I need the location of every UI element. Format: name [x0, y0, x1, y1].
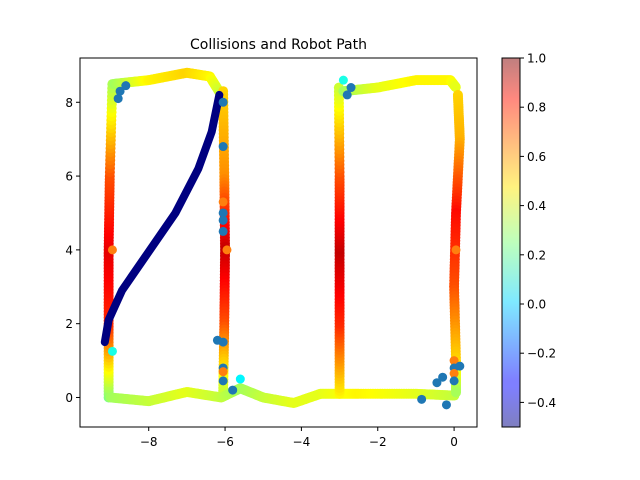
collision-point	[417, 394, 427, 404]
collision-point	[451, 245, 461, 255]
collision-point	[222, 245, 232, 255]
colorbar-tick-label: 0.8	[527, 101, 546, 115]
colorbar-tick-label: −0.4	[527, 396, 556, 410]
collision-point	[121, 81, 131, 91]
collision-point	[338, 75, 348, 85]
path-marker	[451, 387, 461, 398]
collision-point	[449, 356, 459, 366]
collision-point	[115, 86, 125, 96]
colorbar	[501, 57, 521, 428]
colorbar-tick-label: 0.0	[527, 298, 546, 312]
collision-point	[228, 385, 238, 395]
collision-point	[218, 226, 228, 236]
y-tick-label: 8	[65, 96, 73, 110]
x-tick-label: −8	[140, 435, 158, 449]
collision-point	[218, 215, 228, 225]
y-tick-label: 6	[65, 170, 73, 184]
collision-point	[342, 90, 352, 100]
y-axis: 0 2 4 6 8	[65, 96, 80, 405]
x-tick-label: −4	[293, 435, 311, 449]
collision-point	[218, 97, 228, 107]
collision-point	[107, 346, 117, 356]
collision-point	[441, 400, 451, 410]
x-axis: −8 −6 −4 −2 0	[140, 427, 458, 449]
x-tick-label: −2	[369, 435, 387, 449]
colorbar-tick-label: 0.4	[527, 199, 546, 213]
collision-point	[438, 372, 448, 382]
collision-point	[218, 376, 228, 386]
diagonal-path-line	[100, 90, 224, 347]
collision-point	[113, 94, 123, 104]
x-tick-label: 0	[450, 435, 458, 449]
colorbar-tick-label: 1.0	[527, 52, 546, 66]
colorbar-tick-label: −0.2	[527, 347, 556, 361]
collision-point	[218, 208, 228, 218]
x-tick-label: −6	[216, 435, 234, 449]
colorbar-tick-label: 0.6	[527, 150, 546, 164]
colorbar-tick-label: 0.2	[527, 248, 546, 262]
plot-area	[100, 67, 465, 410]
colorbar-axis: −0.4 −0.2 0.0 0.2 0.4 0.6 0.8 1.0	[520, 52, 556, 410]
collision-point	[455, 361, 465, 371]
collision-point	[235, 374, 245, 384]
collision-point	[218, 142, 228, 152]
collision-point	[107, 245, 117, 255]
chart-title: Collisions and Robot Path	[190, 37, 367, 53]
collision-point	[218, 337, 228, 347]
collision-point	[218, 367, 228, 377]
collision-point	[449, 376, 459, 386]
path-marker	[450, 82, 461, 93]
y-tick-label: 4	[65, 243, 73, 257]
y-tick-label: 2	[65, 317, 73, 331]
plot-frame	[79, 57, 478, 428]
collision-point	[449, 369, 459, 378]
collision-point	[218, 197, 228, 207]
collision-point	[346, 83, 356, 93]
y-tick-label: 0	[65, 391, 73, 405]
collision-point	[432, 378, 442, 388]
